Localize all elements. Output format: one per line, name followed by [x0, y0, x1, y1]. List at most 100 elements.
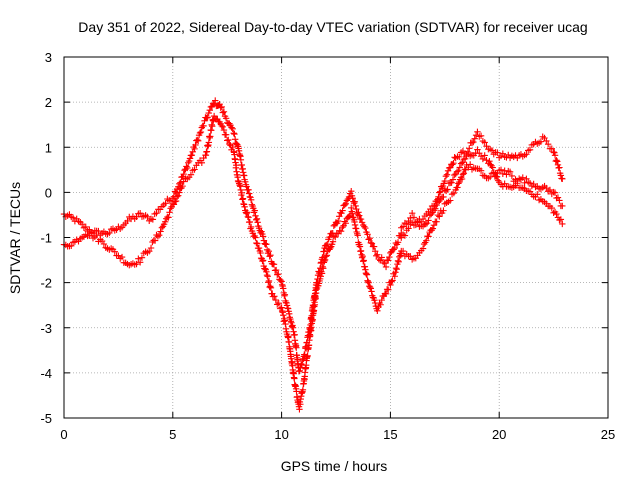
data-point — [451, 171, 458, 179]
data-point — [357, 215, 365, 223]
data-point — [342, 200, 349, 207]
data-point — [378, 254, 385, 261]
data-point — [410, 214, 418, 221]
data-point — [554, 158, 561, 165]
data-point — [425, 217, 432, 224]
data-point — [345, 193, 353, 201]
data-point — [523, 151, 530, 158]
data-point — [370, 243, 378, 250]
data-point — [203, 114, 210, 122]
data-point — [297, 360, 305, 368]
data-point — [550, 148, 557, 156]
data-point — [241, 203, 248, 210]
data-point — [459, 171, 467, 178]
data-point — [553, 157, 560, 164]
data-point — [263, 241, 270, 248]
data-point — [448, 179, 455, 186]
data-point — [551, 189, 559, 196]
data-point — [442, 187, 450, 195]
data-point — [222, 131, 230, 138]
data-point — [177, 179, 184, 186]
data-point — [274, 301, 281, 308]
data-point — [272, 266, 280, 274]
data-point — [184, 164, 191, 172]
data-point — [374, 251, 381, 258]
data-point — [203, 148, 211, 155]
x-tick-label: 15 — [383, 427, 397, 442]
data-point — [442, 172, 450, 180]
data-point — [433, 218, 440, 225]
data-point — [422, 220, 429, 228]
data-point — [379, 258, 387, 266]
data-point — [243, 210, 250, 217]
data-point — [266, 253, 273, 260]
data-point — [363, 271, 371, 278]
data-point — [245, 190, 253, 197]
data-point — [537, 138, 545, 145]
data-point — [252, 212, 259, 219]
data-point — [343, 197, 351, 204]
data-point — [466, 145, 473, 152]
data-point — [229, 143, 236, 151]
data-point — [477, 132, 485, 139]
data-point — [242, 178, 249, 185]
data-point — [388, 278, 395, 285]
data-point — [166, 209, 173, 216]
data-point — [474, 146, 481, 153]
data-point — [280, 311, 287, 319]
data-point — [218, 122, 225, 130]
data-point — [187, 171, 195, 178]
data-point — [493, 173, 501, 180]
data-point — [361, 223, 368, 230]
data-point — [339, 224, 346, 231]
data-point — [488, 147, 496, 154]
data-point — [353, 205, 360, 213]
data-point — [354, 232, 361, 239]
data-point — [434, 211, 442, 219]
y-tick-label: 2 — [45, 95, 52, 110]
data-point — [454, 184, 461, 191]
data-point — [206, 107, 213, 114]
data-point — [503, 171, 510, 178]
data-point — [149, 238, 156, 246]
data-point — [231, 136, 239, 143]
data-point — [327, 244, 334, 252]
data-point — [106, 229, 113, 237]
data-point — [481, 139, 488, 146]
data-point — [395, 258, 402, 266]
data-point — [440, 207, 447, 214]
data-point — [179, 182, 186, 190]
data-point — [69, 214, 77, 221]
data-point — [180, 170, 187, 178]
data-point — [423, 219, 431, 227]
data-point — [100, 240, 108, 248]
data-point — [271, 293, 278, 300]
data-point — [172, 197, 180, 205]
data-point — [323, 242, 330, 249]
data-point — [453, 168, 461, 175]
data-point — [461, 166, 468, 173]
data-point — [449, 176, 457, 183]
data-point — [506, 168, 514, 176]
data-point — [360, 257, 367, 264]
x-tick-label: 25 — [601, 427, 615, 442]
data-point — [191, 145, 198, 153]
data-point — [455, 167, 462, 174]
data-point — [368, 288, 375, 295]
chart-title: Day 351 of 2022, Sidereal Day-to-day VTE… — [78, 19, 587, 35]
data-point — [396, 253, 403, 260]
data-point — [253, 239, 260, 247]
data-point — [311, 301, 319, 309]
data-point — [559, 175, 566, 183]
data-point — [154, 233, 162, 240]
y-axis-label: SDTVAR / TECUs — [7, 182, 23, 294]
data-point — [153, 210, 160, 217]
data-point — [355, 209, 362, 216]
data-point — [207, 133, 214, 140]
data-point — [367, 239, 375, 246]
data-point — [144, 213, 151, 221]
data-point — [386, 253, 393, 261]
data-point — [425, 233, 432, 240]
data-point — [197, 128, 205, 136]
data-point — [165, 214, 172, 221]
